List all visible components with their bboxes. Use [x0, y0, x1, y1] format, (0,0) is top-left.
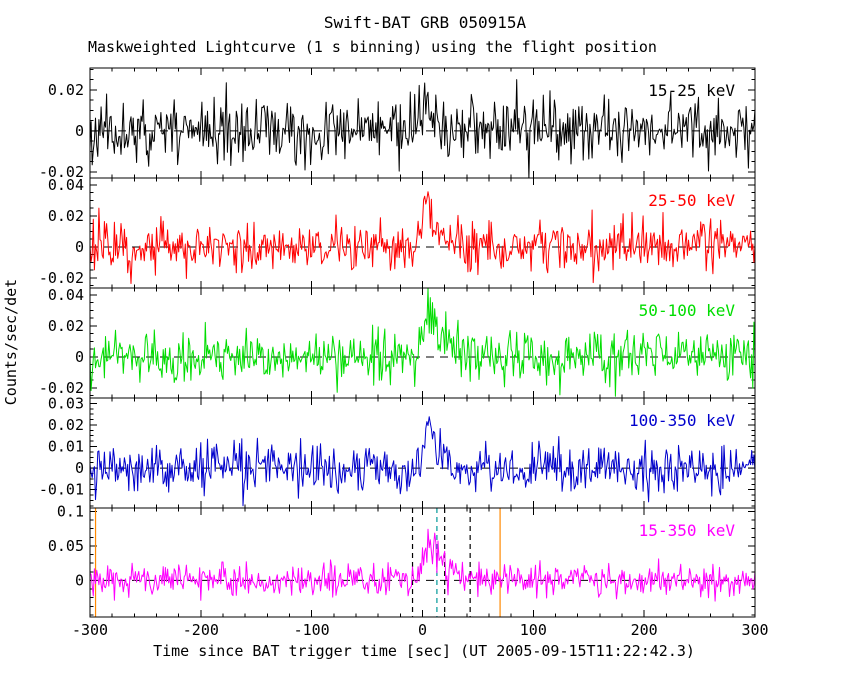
panel-frame [89, 507, 756, 618]
y-tick-label: 0 [75, 238, 84, 256]
axis-ticks [89, 508, 756, 617]
y-tick-label: 0 [75, 459, 84, 477]
y-tick-label: 0 [75, 571, 84, 589]
y-tick-label: 0.1 [57, 502, 84, 520]
x-tick-label: 200 [631, 621, 658, 639]
panel-4: 0.03 0.02 0.01 0 -0.01 100-350 keV [39, 394, 756, 509]
x-tick-label: -200 [183, 621, 219, 639]
y-tick-label: -0.02 [39, 269, 84, 287]
y-tick-label: 0.02 [48, 207, 84, 225]
x-tick-label: 0 [418, 621, 427, 639]
lightcurve-series [89, 191, 756, 284]
x-tick-label: 300 [741, 621, 768, 639]
y-axis-label: Counts/sec/det [2, 279, 20, 405]
y-tick-label: -0.02 [39, 163, 84, 181]
lightcurve-series [89, 416, 756, 507]
panel-1: 0.02 0 -0.02 15-25 keV [39, 67, 756, 181]
x-axis-label: Time since BAT trigger time [sec] (UT 20… [153, 642, 695, 660]
y-tick-label: 0.02 [48, 317, 84, 335]
lightcurve-series [89, 528, 756, 602]
panel-label: 100-350 keV [629, 411, 735, 430]
y-tick-label: 0.01 [48, 438, 84, 456]
lightcurve-series [89, 287, 756, 397]
panels-group: 0.02 0 -0.02 15-25 keV 0.04 0.02 0 -0.02 25-50 k… [39, 67, 769, 639]
panel-3: 0.04 0.02 0 -0.02 50-100 keV [39, 286, 756, 399]
y-tick-label: -0.01 [39, 481, 84, 499]
panel-label: 50-100 keV [639, 301, 736, 320]
y-tick-label: 0.04 [48, 176, 84, 194]
y-tick-label: 0.02 [48, 416, 84, 434]
y-tick-label: 0.03 [48, 394, 84, 412]
y-tick-label: 0 [75, 122, 84, 140]
x-tick-label: -100 [294, 621, 330, 639]
y-tick-label: -0.02 [39, 379, 84, 397]
panel-label: 15-25 keV [648, 81, 735, 100]
x-tick-label: -300 [72, 621, 108, 639]
panel-2: 0.04 0.02 0 -0.02 25-50 keV [39, 176, 756, 289]
y-tick-label: 0 [75, 348, 84, 366]
panel-label: 15-350 keV [639, 521, 736, 540]
chart-subtitle: Maskweighted Lightcurve (1 s binning) us… [88, 38, 657, 56]
lightcurve-series [89, 79, 756, 179]
x-tick-label: 100 [520, 621, 547, 639]
chart-title: Swift-BAT GRB 050915A [324, 13, 527, 32]
y-tick-label: 0.02 [48, 81, 84, 99]
panel-5: 0.1 0.05 0 15-350 keV [48, 502, 756, 618]
panel-label: 25-50 keV [648, 191, 735, 210]
y-tick-label: 0.05 [48, 537, 84, 555]
y-tick-label: 0.04 [48, 286, 84, 304]
